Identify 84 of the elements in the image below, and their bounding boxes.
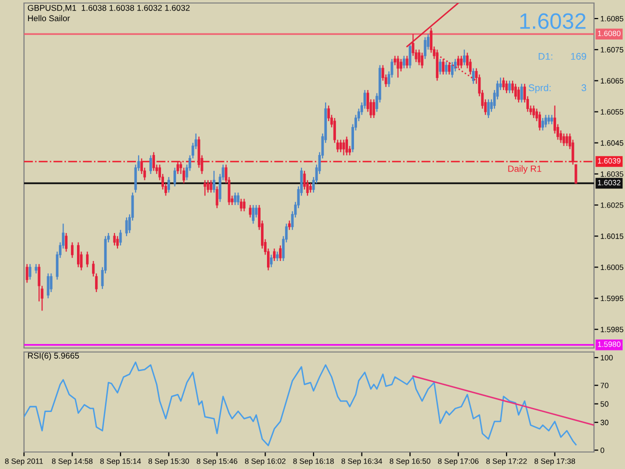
candlestick — [438, 58, 442, 76]
candlestick — [116, 236, 119, 250]
candlestick — [544, 114, 548, 128]
candlestick — [541, 117, 544, 131]
candlestick — [448, 62, 451, 76]
candlestick — [372, 98, 376, 119]
candlestick — [566, 132, 568, 147]
candlestick — [242, 198, 246, 212]
candlestick — [463, 49, 466, 66]
candlestick — [450, 62, 454, 78]
candlestick — [550, 114, 554, 125]
candlestick — [339, 139, 342, 153]
candlestick — [502, 77, 505, 91]
candlestick — [273, 248, 276, 262]
candlestick — [345, 136, 348, 156]
candlestick — [394, 55, 396, 66]
candlestick — [248, 204, 252, 218]
candlestick — [210, 180, 212, 194]
annotation: 169 — [571, 52, 586, 60]
candlestick — [212, 170, 216, 194]
candlestick — [240, 198, 242, 212]
candlestick — [125, 216, 128, 237]
candlestick — [276, 251, 279, 262]
candlestick — [472, 68, 475, 84]
candlestick — [28, 264, 32, 280]
candlestick — [520, 83, 523, 104]
candlestick — [547, 114, 550, 125]
candlestick — [574, 164, 578, 184]
candlestick — [538, 111, 541, 131]
candlestick — [206, 180, 210, 194]
candlestick — [514, 83, 517, 100]
candlestick — [26, 264, 28, 284]
candlestick — [50, 272, 52, 293]
candlestick — [508, 80, 511, 94]
candlestick — [64, 232, 68, 252]
annotation: Daily R1 — [508, 165, 542, 174]
chart-title: RSI(6) 5.9665 — [28, 352, 79, 360]
candlestick — [418, 49, 420, 66]
candlestick — [113, 232, 116, 246]
candlestick — [152, 152, 155, 172]
line-series — [24, 361, 577, 446]
candlestick — [86, 251, 89, 268]
candlestick — [234, 192, 236, 206]
candlestick — [444, 62, 448, 76]
candlestick — [517, 86, 520, 104]
annotation: D1: — [538, 52, 552, 60]
candlestick — [46, 272, 50, 299]
candlestick — [342, 139, 345, 156]
candlestick — [34, 264, 38, 274]
candlestick — [149, 154, 152, 174]
candlestick — [457, 55, 460, 69]
candlestick — [252, 204, 254, 224]
candlestick — [396, 55, 400, 78]
candlestick — [420, 52, 424, 69]
candlestick — [279, 244, 282, 262]
candlestick — [176, 160, 180, 174]
candlestick — [487, 98, 490, 119]
candlestick — [562, 132, 566, 147]
candlestick — [236, 192, 240, 206]
candlestick — [309, 182, 312, 194]
annotation: Sprd: — [528, 84, 551, 94]
candlestick — [216, 186, 218, 209]
candlestick — [204, 180, 206, 196]
candlestick — [288, 220, 291, 230]
candlestick — [270, 254, 273, 268]
candlestick — [38, 264, 40, 302]
candlestick — [400, 58, 402, 72]
annotation: 1.6032 — [520, 13, 586, 29]
candlestick — [424, 36, 426, 60]
candlestick — [174, 167, 176, 187]
candlestick — [119, 229, 122, 246]
candlestick — [460, 55, 463, 69]
candlestick — [532, 105, 535, 119]
text: Hello Sailor — [28, 15, 70, 22]
candlestick — [167, 176, 170, 194]
chart-title: GBPUSD,M1 1.6038 1.6038 1.6032 1.6032 — [28, 4, 190, 12]
candlestick — [77, 242, 80, 268]
candlestick — [442, 58, 444, 76]
candlestick — [70, 242, 74, 258]
candlestick — [505, 80, 508, 94]
candlestick — [408, 42, 412, 69]
candlestick — [406, 55, 408, 69]
annotation: 3 — [582, 84, 586, 92]
candlestick — [402, 55, 406, 69]
